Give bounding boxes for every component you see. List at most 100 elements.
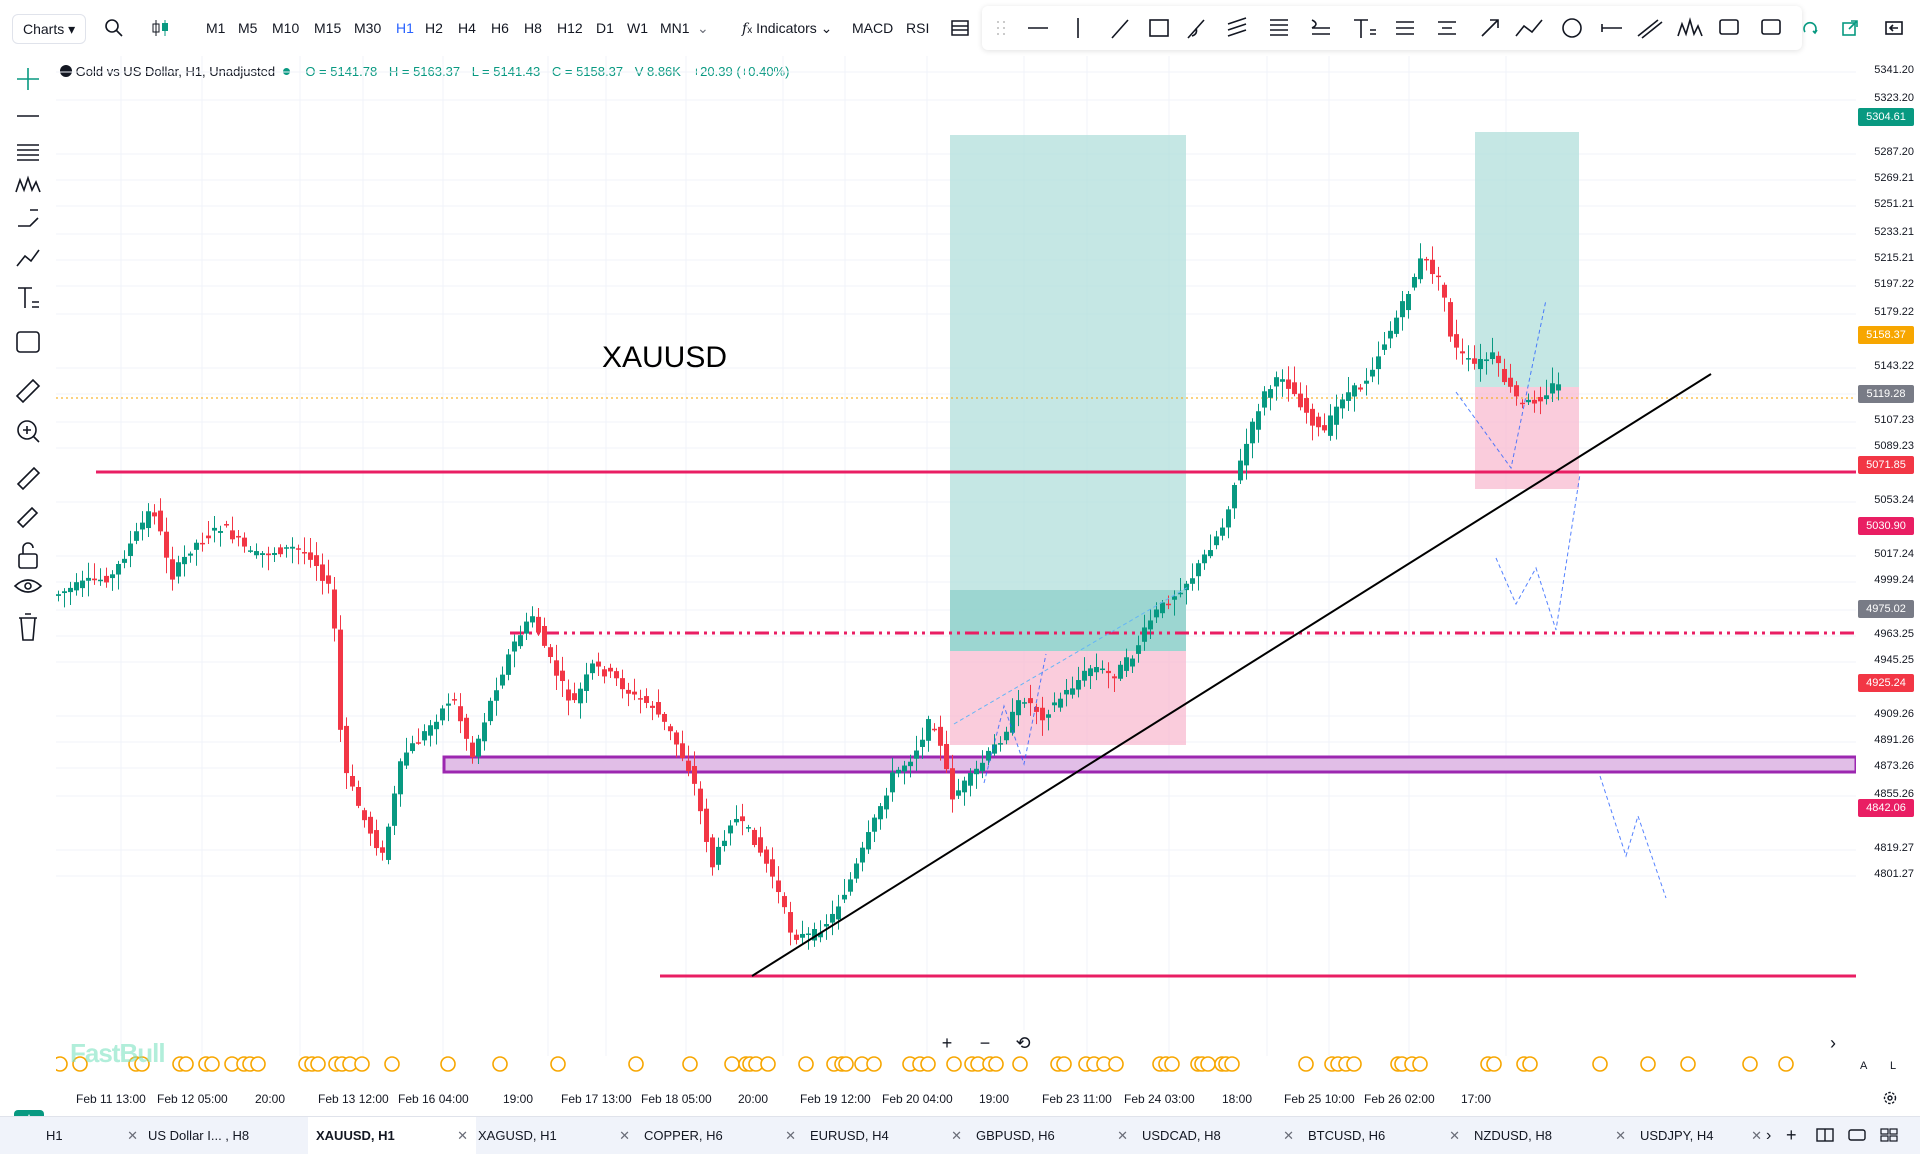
timeframe-h8[interactable]: H8 (524, 20, 542, 36)
symbol-tab[interactable]: BTCUSD, H6 ✕ (1300, 1117, 1468, 1154)
close-tab-icon[interactable]: ✕ (619, 1128, 630, 1143)
stay-in-drawing-icon[interactable] (16, 506, 39, 529)
close-tab-icon[interactable]: ✕ (457, 1128, 468, 1143)
charts-menu-button[interactable]: Charts ▾ (12, 14, 87, 44)
add-tab-icon[interactable]: + (1786, 1125, 1797, 1145)
circle-icon[interactable] (1562, 18, 1582, 38)
economic-event-icon[interactable] (134, 1056, 150, 1072)
timeframe-d1[interactable]: D1 (596, 20, 614, 36)
tabs-scroll-right-icon[interactable]: › (1766, 1127, 1772, 1144)
timeframe-m10[interactable]: M10 (272, 20, 300, 36)
reset-chart-button[interactable]: ⟲ (1010, 1030, 1036, 1056)
macd-button[interactable]: MACD (852, 20, 894, 36)
economic-event-icon[interactable] (920, 1056, 936, 1072)
economic-event-icon[interactable] (1592, 1056, 1608, 1072)
economic-event-icon[interactable] (310, 1056, 326, 1072)
economic-event-icon[interactable] (1012, 1056, 1028, 1072)
time-axis[interactable]: Feb 11 13:00 Feb 12 05:00 20:00 Feb 13 12:0… (56, 1080, 1856, 1116)
economic-event-icon[interactable] (988, 1056, 1004, 1072)
long-position-2-stop-zone[interactable] (1475, 387, 1579, 489)
timeframe-h1[interactable]: H1 (396, 20, 414, 36)
pattern-icon[interactable] (1677, 17, 1703, 37)
text-tool-icon[interactable] (1354, 19, 1376, 38)
zoom-in-button[interactable]: + (934, 1030, 960, 1056)
zoom-in-icon[interactable] (17, 420, 37, 440)
layout-split-icon[interactable] (1816, 1128, 1834, 1145)
economic-event-icon[interactable] (440, 1056, 456, 1072)
timeframe-h12[interactable]: H12 (557, 20, 583, 36)
economic-event-icon[interactable] (250, 1056, 266, 1072)
timeframe-m30[interactable]: M30 (354, 20, 382, 36)
eye-icon[interactable] (13, 579, 43, 593)
long-position-target-zone[interactable] (950, 135, 1186, 651)
symbol-tab[interactable]: EURUSD, H4 ✕ (802, 1117, 970, 1154)
timeframe-mn1[interactable]: MN1 (660, 20, 690, 36)
multi-window-icon[interactable] (1880, 1128, 1898, 1145)
economic-event-icon[interactable] (1164, 1056, 1180, 1072)
brush-icon[interactable] (1187, 19, 1205, 39)
gann-icon[interactable] (1438, 21, 1456, 35)
symbol-tab[interactable]: COPPER, H6 ✕ (636, 1117, 804, 1154)
close-tab-icon[interactable]: ✕ (1615, 1128, 1626, 1143)
economic-event-icon[interactable] (1056, 1056, 1072, 1072)
economic-event-icon[interactable] (682, 1056, 698, 1072)
economic-event-icon[interactable] (838, 1056, 854, 1072)
timeframe-m5[interactable]: M5 (238, 20, 258, 36)
cross-line-icon[interactable] (1637, 19, 1663, 39)
economic-event-icon[interactable] (1680, 1056, 1696, 1072)
trash-icon[interactable] (19, 613, 37, 641)
timeframe-m1[interactable]: M1 (206, 20, 226, 36)
price-note-icon[interactable] (1719, 19, 1739, 35)
fib-extension-icon[interactable] (1311, 19, 1330, 35)
close-tab-icon[interactable]: ✕ (785, 1128, 796, 1143)
projection-path-4[interactable] (1599, 775, 1667, 899)
timeframe-h6[interactable]: H6 (491, 20, 509, 36)
pattern-tool-icon[interactable] (15, 175, 41, 193)
projection-path-1[interactable] (983, 653, 1047, 784)
emoji-tool-icon[interactable] (16, 331, 40, 353)
economic-event-icon[interactable] (1486, 1056, 1502, 1072)
economic-event-icon[interactable] (492, 1056, 508, 1072)
scroll-right-button[interactable]: › (1820, 1030, 1846, 1056)
economic-event-icon[interactable] (1522, 1056, 1538, 1072)
window-icon[interactable] (1848, 1128, 1866, 1145)
price-chart[interactable] (56, 56, 1856, 1080)
economic-event-icon[interactable] (1742, 1056, 1758, 1072)
timeframe-m15[interactable]: M15 (314, 20, 342, 36)
close-tab-icon[interactable]: ✕ (127, 1128, 138, 1143)
lock-icon[interactable] (18, 553, 38, 569)
price-label-icon[interactable] (1761, 19, 1781, 35)
symbol-tab[interactable]: US Dollar I... , H8✕ (140, 1117, 328, 1154)
economic-event-icon[interactable] (550, 1056, 566, 1072)
text-tool-icon[interactable] (18, 287, 39, 308)
refresh-icon[interactable] (1800, 18, 1820, 43)
parallel-channel-icon[interactable] (1227, 17, 1247, 37)
arrow-icon[interactable] (1481, 19, 1499, 37)
price-axis[interactable]: 5341.20 5323.20 5287.20 5269.21 5251.21 5233.… (1856, 56, 1920, 1076)
symbol-tab[interactable]: XAUUSD, H1 ✕ (308, 1117, 476, 1154)
economic-event-icon[interactable] (946, 1056, 962, 1072)
layout-icon[interactable] (950, 18, 970, 42)
symbol-tab[interactable]: XAGUSD, H1 ✕ (470, 1117, 638, 1154)
close-tab-icon[interactable]: ✕ (951, 1128, 962, 1143)
economic-event-icon[interactable] (72, 1056, 88, 1072)
ruler-icon[interactable] (15, 378, 41, 404)
economic-event-icon[interactable] (1640, 1056, 1656, 1072)
ascending-trend-line[interactable] (751, 373, 1712, 977)
auto-scale-button[interactable]: A (1860, 1060, 1868, 1072)
economic-event-icon[interactable] (798, 1056, 814, 1072)
rsi-button[interactable]: RSI (906, 20, 930, 36)
magnet-icon[interactable] (16, 466, 41, 491)
economic-event-icon[interactable] (1108, 1056, 1124, 1072)
timeframe-h2[interactable]: H2 (425, 20, 443, 36)
ray-icon[interactable] (1601, 24, 1622, 32)
timeframe-more-chevron-icon[interactable]: ⌄ (697, 20, 709, 36)
path-icon[interactable] (1515, 19, 1543, 37)
crosshair-icon[interactable] (17, 68, 39, 90)
economic-event-icon[interactable] (628, 1056, 644, 1072)
settings-gear-icon[interactable] (1882, 1090, 1898, 1111)
economic-event-icon[interactable] (178, 1056, 194, 1072)
close-tab-icon[interactable]: ✕ (1117, 1128, 1128, 1143)
economic-event-icon[interactable] (56, 1056, 68, 1072)
symbol-tab[interactable]: H1 ✕ (38, 1117, 146, 1154)
